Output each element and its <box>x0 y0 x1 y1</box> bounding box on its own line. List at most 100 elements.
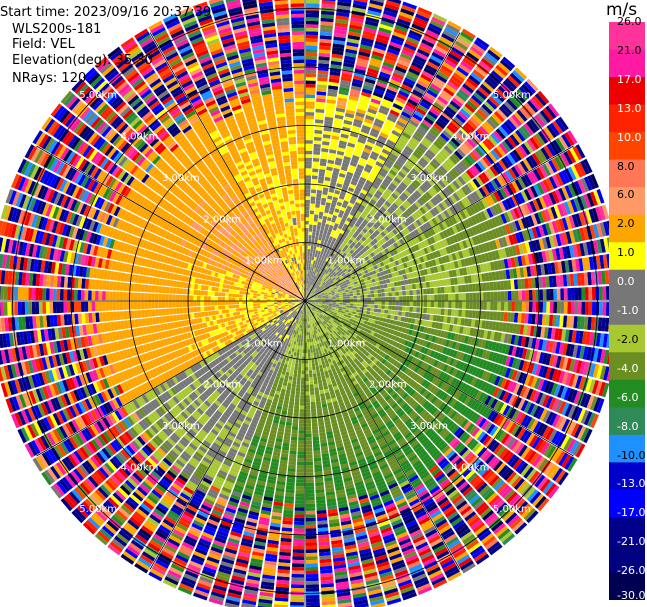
velocity-gate <box>305 112 315 116</box>
velocity-gate <box>476 292 480 301</box>
velocity-gate <box>460 31 474 42</box>
velocity-gate <box>591 302 596 316</box>
velocity-gate <box>451 168 460 178</box>
velocity-gate <box>446 158 456 167</box>
velocity-gate <box>368 315 373 319</box>
velocity-gate <box>460 173 469 184</box>
velocity-gate <box>529 137 540 150</box>
velocity-gate <box>352 278 357 283</box>
velocity-gate <box>409 260 415 267</box>
velocity-gate <box>307 291 309 295</box>
velocity-gate <box>308 266 311 271</box>
velocity-gate <box>565 245 572 259</box>
velocity-gate <box>329 206 335 212</box>
velocity-gate <box>317 269 321 274</box>
velocity-gate <box>541 314 547 326</box>
velocity-gate <box>337 213 343 218</box>
velocity-gate <box>511 114 523 127</box>
velocity-gate <box>306 20 319 25</box>
velocity-gate <box>418 217 425 225</box>
velocity-gate <box>328 85 339 90</box>
velocity-gate <box>466 77 479 89</box>
velocity-gate <box>501 236 508 247</box>
velocity-gate <box>435 224 442 233</box>
velocity-gate <box>305 115 315 120</box>
velocity-gate <box>362 34 375 41</box>
velocity-gate <box>315 264 319 269</box>
velocity-gate <box>388 273 393 279</box>
velocity-gate <box>397 171 406 179</box>
velocity-gate <box>338 308 343 311</box>
velocity-gate <box>365 179 373 186</box>
velocity-gate <box>540 147 551 160</box>
velocity-gate <box>481 123 492 134</box>
velocity-gate <box>348 139 357 145</box>
velocity-gate <box>361 201 368 208</box>
velocity-gate <box>511 195 519 207</box>
velocity-gate <box>339 86 350 92</box>
velocity-gate <box>567 130 578 145</box>
velocity-gate <box>515 129 526 142</box>
velocity-gate <box>355 186 362 192</box>
velocity-gate <box>482 81 495 93</box>
velocity-gate <box>556 288 561 301</box>
velocity-gate <box>331 199 337 205</box>
velocity-gate <box>346 305 350 308</box>
velocity-gate <box>603 238 610 253</box>
velocity-gate <box>420 171 429 180</box>
velocity-gate <box>309 293 312 297</box>
velocity-gate <box>310 270 313 275</box>
velocity-gate <box>462 105 474 116</box>
velocity-gate <box>524 278 529 289</box>
velocity-gate <box>315 203 320 208</box>
velocity-gate <box>308 228 313 232</box>
velocity-gate <box>452 325 457 333</box>
velocity-gate <box>439 93 451 103</box>
velocity-gate <box>367 242 373 249</box>
velocity-gate <box>391 106 402 114</box>
velocity-gate <box>331 282 335 286</box>
velocity-gate <box>388 263 393 269</box>
velocity-gate <box>353 189 361 195</box>
velocity-gate <box>396 207 404 215</box>
velocity-gate <box>419 256 425 263</box>
velocity-gate <box>349 244 354 250</box>
velocity-gate <box>558 342 565 355</box>
velocity-gate <box>306 296 310 299</box>
velocity-gate <box>343 282 347 286</box>
velocity-gate <box>312 291 315 295</box>
velocity-gate <box>412 89 424 98</box>
velocity-gate <box>349 161 358 167</box>
velocity-gate <box>426 89 438 98</box>
velocity-gate <box>496 145 506 157</box>
velocity-gate <box>338 293 343 296</box>
velocity-gate <box>453 317 458 325</box>
velocity-gate <box>328 272 332 277</box>
velocity-gate <box>319 38 332 44</box>
velocity-gate <box>338 143 347 149</box>
velocity-gate <box>321 0 336 5</box>
velocity-gate <box>432 234 439 243</box>
velocity-gate <box>551 248 558 261</box>
velocity-gate <box>445 172 455 182</box>
velocity-gate <box>432 13 448 23</box>
velocity-gate <box>525 229 532 241</box>
velocity-gate <box>589 224 596 239</box>
velocity-gate <box>350 158 359 164</box>
velocity-gate <box>306 0 320 4</box>
velocity-gate <box>433 195 441 204</box>
velocity-gate <box>354 267 360 272</box>
velocity-gate <box>346 296 350 299</box>
velocity-gate <box>442 230 449 238</box>
velocity-gate <box>412 134 422 143</box>
velocity-gate <box>339 169 347 175</box>
velocity-gate <box>436 167 445 177</box>
velocity-gate <box>539 301 544 313</box>
velocity-gate <box>518 145 528 158</box>
velocity-gate <box>398 194 406 202</box>
velocity-gate <box>305 94 316 99</box>
velocity-gate <box>442 61 455 72</box>
velocity-gate <box>507 280 512 290</box>
velocity-gate <box>417 242 423 250</box>
velocity-gate <box>320 158 327 163</box>
